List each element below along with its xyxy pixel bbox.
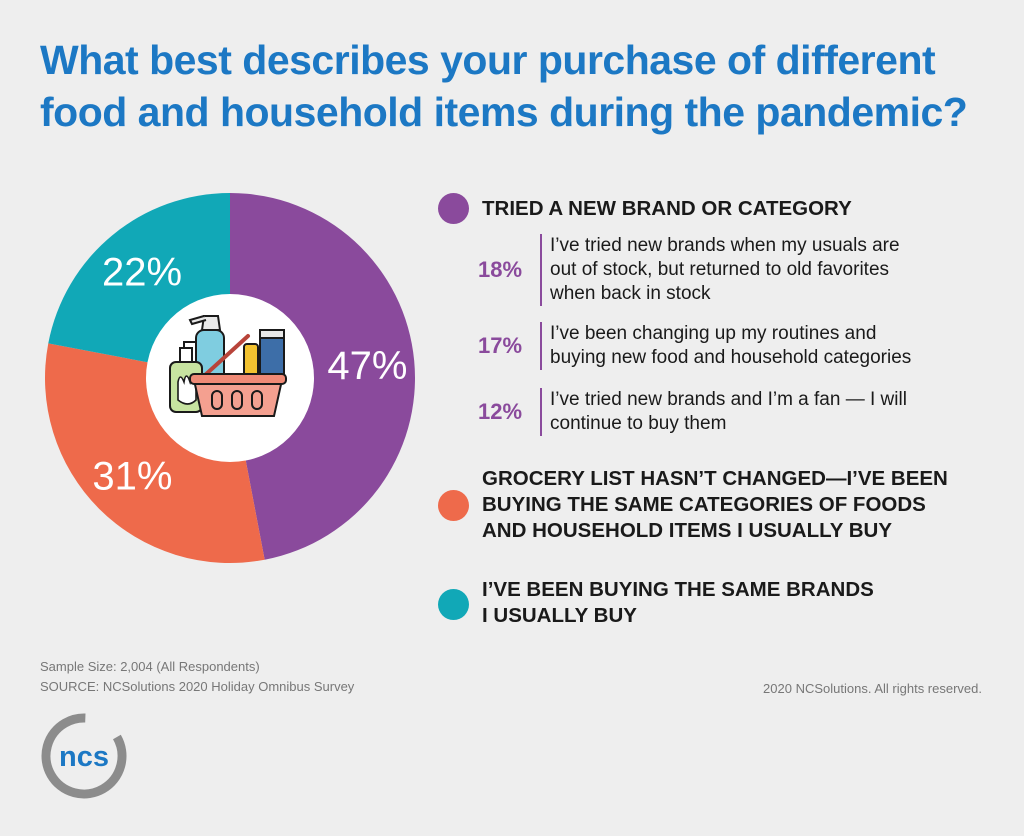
- copyright-note: 2020 NCSolutions. All rights reserved.: [763, 681, 982, 696]
- legend-dot-purple: [438, 193, 469, 224]
- legend-cat2-line-3: AND HOUSEHOLD ITEMS I USUALLY BUY: [482, 519, 893, 542]
- breakdown-row-17: 17% I’ve been changing up my routines an…: [478, 322, 998, 370]
- breakdown-18-line-2: out of stock, but returned to old favori…: [550, 259, 890, 280]
- logo-text: ncs: [59, 741, 109, 773]
- pie-labels: 47% 31% 22%: [92, 251, 407, 499]
- breakdown-pct-18: 18%: [478, 257, 523, 282]
- legend-dot-orange: [438, 490, 469, 521]
- breakdown-17-line-2: buying new food and household categories: [550, 347, 912, 368]
- breakdown-12-line-2: continue to buy them: [550, 413, 727, 434]
- breakdown-pct-12: 12%: [478, 399, 523, 424]
- legend-cat3-line-1: I’VE BEEN BUYING THE SAME BRANDS: [482, 578, 874, 601]
- legend-cat3-line-2: I USUALLY BUY: [482, 604, 637, 627]
- breakdown-12-line-1: I’ve tried new brands and I’m a fan — I …: [550, 389, 907, 410]
- grocery-basket-icon: [169, 315, 287, 417]
- breakdown-18-line-3: when back in stock: [550, 283, 711, 304]
- sample-size-note: Sample Size: 2,004 (All Respondents): [40, 659, 260, 674]
- legend-label-list-unchanged: GROCERY LIST HASN’T CHANGED—I’VE BEEN BU…: [482, 466, 998, 544]
- legend-item-list-unchanged: GROCERY LIST HASN’T CHANGED—I’VE BEEN BU…: [438, 466, 998, 544]
- source-note: SOURCE: NCSolutions 2020 Holiday Omnibus…: [40, 679, 355, 694]
- legend-item-new-brand: TRIED A NEW BRAND OR CATEGORY: [438, 193, 998, 224]
- slice-new-brand: [230, 193, 416, 560]
- chart-title: What best describes your purchase of dif…: [40, 34, 1000, 138]
- legend-cat2-line-2: BUYING THE SAME CATEGORIES OF FOODS: [482, 493, 926, 516]
- legend-label-new-brand: TRIED A NEW BRAND OR CATEGORY: [482, 197, 852, 220]
- breakdown-text-12: I’ve tried new brands and I’m a fan — I …: [540, 388, 907, 436]
- logo-ring: [41, 713, 127, 799]
- pie-chart: 47% 31% 22%: [44, 193, 416, 563]
- title-line-2: food and household items during the pand…: [40, 89, 968, 135]
- breakdown-text-17: I’ve been changing up my routines and bu…: [540, 322, 911, 370]
- legend-label-same-brands: I’VE BEEN BUYING THE SAME BRANDS I USUAL…: [482, 577, 998, 629]
- slice-label-31: 31%: [92, 455, 172, 499]
- breakdown-17-line-1: I’ve been changing up my routines and: [550, 323, 877, 344]
- legend-dot-teal: [438, 589, 469, 620]
- legend-cat2-line-1: GROCERY LIST HASN’T CHANGED—I’VE BEEN: [482, 467, 948, 490]
- breakdown-18-line-1: I’ve tried new brands when my usuals are: [550, 235, 900, 256]
- slice-label-47: 47%: [327, 344, 407, 388]
- breakdown-row-12: 12% I’ve tried new brands and I’m a fan …: [478, 388, 998, 436]
- breakdown-text-18: I’ve tried new brands when my usuals are…: [540, 234, 900, 306]
- legend-item-same-brands: I’VE BEEN BUYING THE SAME BRANDS I USUAL…: [438, 577, 998, 629]
- breakdown-pct-17: 17%: [478, 333, 523, 358]
- slice-label-22: 22%: [102, 251, 182, 295]
- ncs-logo: ncs: [41, 713, 127, 799]
- title-line-1: What best describes your purchase of dif…: [40, 37, 936, 83]
- breakdown-row-18: 18% I’ve tried new brands when my usuals…: [478, 234, 998, 306]
